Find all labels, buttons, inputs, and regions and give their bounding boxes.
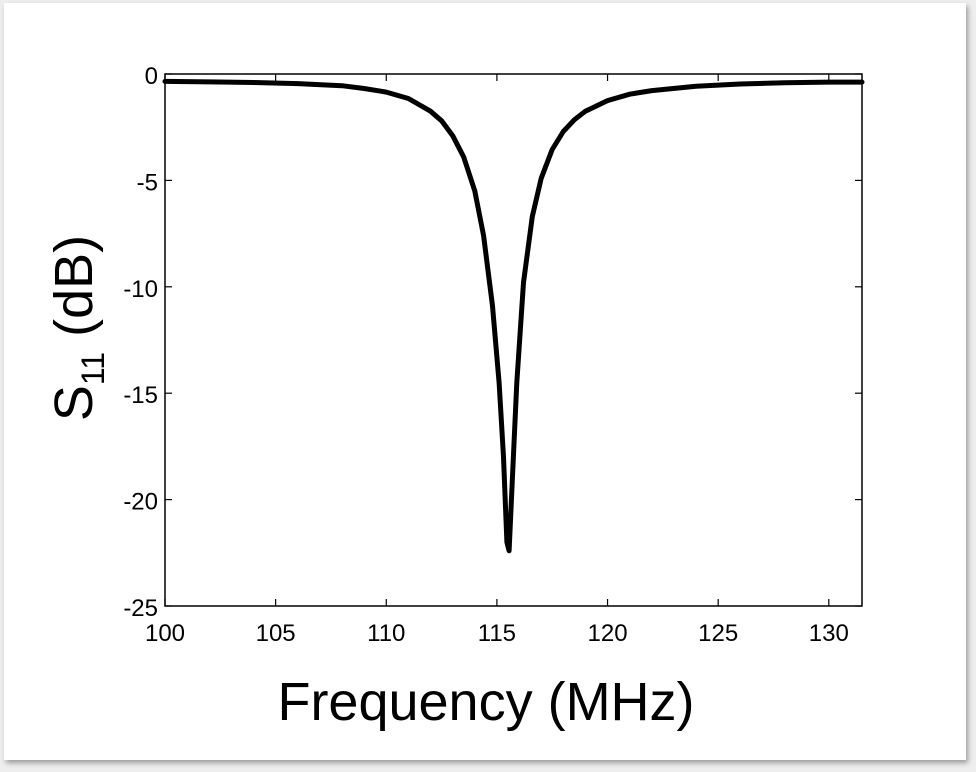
x-tick-label-120: 120 xyxy=(588,620,628,647)
y-axis-title-main: S xyxy=(44,385,104,421)
y-tick-label--10: -10 xyxy=(123,276,158,303)
y-axis-title-subscript: 11 xyxy=(75,352,111,385)
x-tick-label-130: 130 xyxy=(809,620,849,647)
y-axis-title: S11 (dB) xyxy=(44,235,111,421)
y-tick-label--15: -15 xyxy=(123,382,158,409)
series-line-s11 xyxy=(162,78,865,554)
y-tick-labels: 0 -5 -10 -15 -20 -25 xyxy=(123,63,158,622)
y-tick-label-0: 0 xyxy=(145,63,158,90)
x-tick-labels: 100 105 110 115 120 125 130 xyxy=(145,620,849,647)
x-tick-label-110: 110 xyxy=(367,620,405,647)
y-tick-label--5: -5 xyxy=(137,169,158,196)
y-tick-label--25: -25 xyxy=(123,595,158,622)
y-tick-label--20: -20 xyxy=(123,489,158,516)
x-axis-title: Frequency (MHz) xyxy=(277,672,694,732)
x-tick-label-105: 105 xyxy=(256,620,296,647)
x-tick-label-100: 100 xyxy=(145,620,185,647)
x-tick-label-125: 125 xyxy=(698,620,738,647)
axis-ticks xyxy=(164,73,862,607)
plot-area xyxy=(164,73,863,607)
y-axis-title-unit: (dB) xyxy=(44,235,104,352)
x-tick-label-115: 115 xyxy=(478,620,516,647)
